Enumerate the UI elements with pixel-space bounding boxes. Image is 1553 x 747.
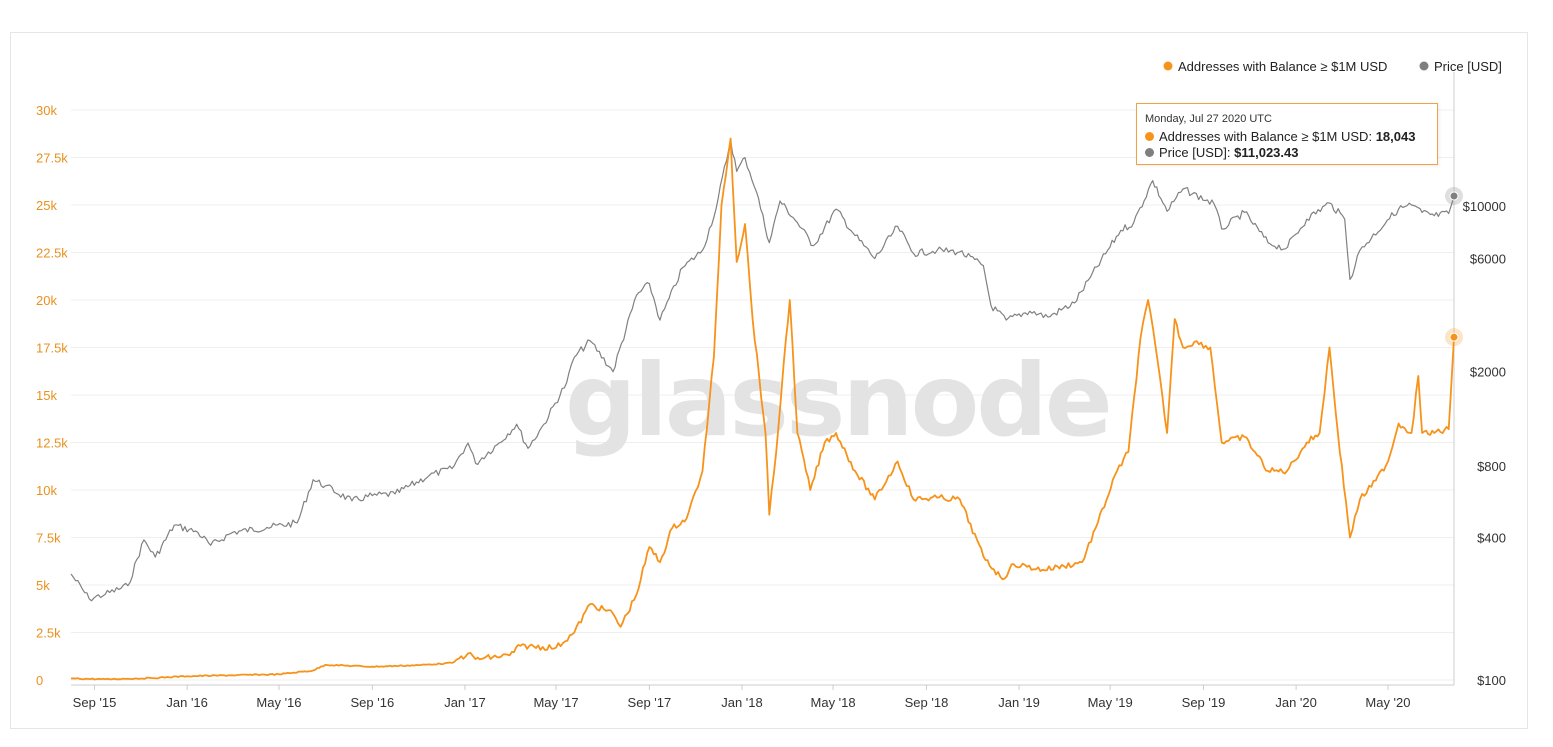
x-tick-label: Sep '16 (351, 695, 395, 710)
right-tick-label: $800 (1477, 459, 1506, 474)
x-tick-label: Sep '17 (628, 695, 672, 710)
x-tick-label: Jan '20 (1275, 695, 1317, 710)
legend-dot-icon (1419, 61, 1429, 71)
right-tick-label: $10000 (1463, 199, 1506, 214)
x-tick-label: May '19 (1088, 695, 1133, 710)
left-tick-label: 0 (36, 673, 43, 688)
x-tick-label: Jan '16 (166, 695, 208, 710)
left-tick-label: 30k (36, 103, 57, 118)
left-tick-label: 10k (36, 483, 57, 498)
tooltip-value: 18,043 (1375, 129, 1416, 144)
right-tick-label: $100 (1477, 673, 1506, 688)
left-tick-label: 7.5k (36, 531, 61, 546)
price-marker (1449, 191, 1459, 201)
x-axis: Sep '15 Jan '16 May '16 Sep '16 Jan '17 May '… (71, 684, 1454, 710)
right-tick-label: $6000 (1470, 252, 1506, 267)
watermark: glassnode (565, 342, 1110, 459)
tooltip-row-addresses: Addresses with Balance ≥ $1M USD: 18,043 (1145, 129, 1429, 145)
left-tick-label: 22.5k (36, 246, 68, 261)
left-tick-label: 20k (36, 293, 57, 308)
addresses-series-line (70, 137, 1455, 681)
legend-dot-icon (1163, 61, 1173, 71)
x-tick-label: May '18 (811, 695, 856, 710)
legend-label: Addresses with Balance ≥ $1M USD (1178, 59, 1387, 74)
x-tick-label: Sep '18 (905, 695, 949, 710)
right-tick-label: $400 (1477, 530, 1506, 545)
price-series-line (70, 139, 1455, 602)
x-tick-label: May '16 (256, 695, 301, 710)
left-tick-label: 15k (36, 388, 57, 403)
x-tick-label: Sep '19 (1182, 695, 1226, 710)
left-tick-label: 5k (36, 578, 50, 593)
left-axis: 0 2.5k 5k 7.5k 10k 12.5k 15k 17.5k 20k 22.5k 25k 27… (36, 103, 68, 688)
left-tick-label: 12.5k (36, 436, 68, 451)
x-tick-label: Sep '15 (73, 695, 117, 710)
series-layer (70, 137, 1455, 681)
legend-label: Price [USD] (1434, 59, 1502, 74)
tooltip-label: Addresses with Balance ≥ $1M USD: (1159, 129, 1373, 144)
right-axis: $100 $400 $800 $2000 $6000 $10000 (1463, 199, 1506, 688)
end-markers (1445, 186, 1463, 347)
x-tick-label: Jan '17 (444, 695, 486, 710)
chart-frame (10, 32, 1528, 729)
left-tick-label: 27.5k (36, 151, 68, 166)
x-tick-label: Jan '19 (998, 695, 1040, 710)
left-tick-label: 17.5k (36, 341, 68, 356)
x-tick-label: May '20 (1365, 695, 1410, 710)
right-tick-label: $2000 (1470, 365, 1506, 380)
grid-lines (71, 109, 1454, 681)
tooltip-label: Price [USD]: (1159, 145, 1231, 160)
orange-dot-icon (1145, 132, 1154, 141)
tooltip: Monday, Jul 27 2020 UTC Addresses with B… (1136, 103, 1438, 165)
tooltip-value: $11,023.43 (1234, 145, 1299, 160)
tooltip-date: Monday, Jul 27 2020 UTC (1145, 113, 1272, 125)
addresses-marker (1449, 332, 1459, 342)
left-tick-label: 25k (36, 198, 57, 213)
legend[interactable]: Addresses with Balance ≥ $1M USD Price [… (1163, 59, 1502, 74)
legend-item-addresses[interactable]: Addresses with Balance ≥ $1M USD (1163, 59, 1388, 74)
x-tick-label: May '17 (533, 695, 578, 710)
gray-dot-icon (1145, 148, 1154, 157)
x-tick-label: Jan '18 (721, 695, 763, 710)
left-tick-label: 2.5k (36, 626, 61, 641)
legend-item-price[interactable]: Price [USD] (1419, 59, 1502, 74)
tooltip-row-price: Price [USD]: $11,023.43 (1145, 145, 1429, 161)
